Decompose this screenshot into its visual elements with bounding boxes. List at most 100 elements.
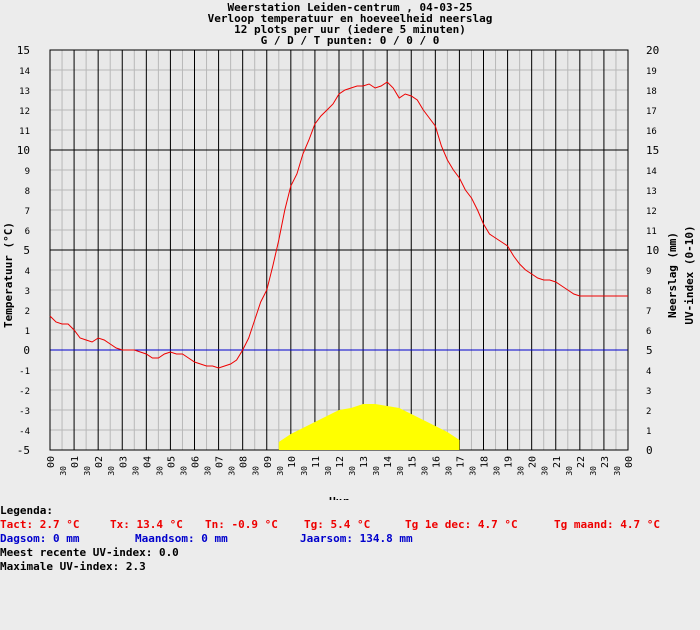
legend-rain-row: Dagsom: 0 mm Maandsom: 0 mm Jaarsom: 134…: [0, 532, 700, 546]
chart-title-line: 12 plots per uur (iedere 5 minuten): [234, 23, 466, 36]
x-halfhour-tick-label: 30: [348, 466, 357, 476]
legend-temperature-row: Tact: 2.7 °C Tx: 13.4 °C Tn: -0.9 °C Tg:…: [0, 518, 700, 532]
legend-tg: Tg: 5.4 °C: [304, 518, 371, 531]
x-hour-tick-label: 03: [118, 456, 129, 468]
legend-heading-row: Legenda:: [0, 504, 700, 518]
chart-grid: [49, 49, 629, 451]
x-hour-tick-label: 20: [528, 456, 539, 468]
y-right-axis-label-neerslag: Neerslag (mm): [666, 232, 679, 318]
y-left-tick-label: 0: [23, 344, 30, 357]
x-halfhour-tick-label: 30: [589, 466, 598, 476]
x-hour-tick-label: 18: [480, 456, 491, 468]
y-left-tick-label: -3: [19, 407, 30, 417]
x-halfhour-tick-label: 30: [107, 466, 116, 476]
y-left-tick-label: 1: [25, 327, 30, 337]
x-hour-tick-label: 10: [287, 456, 298, 468]
legend-heading: Legenda:: [0, 504, 53, 517]
chart-title-line: G / D / T punten: 0 / 0 / 0: [261, 34, 440, 47]
y-left-tick-label: -5: [17, 444, 30, 457]
uv-index-area: [278, 404, 460, 450]
y-right-axis-label-uv: UV-index (0-10): [683, 225, 696, 324]
x-axis-label: Uur: [329, 495, 349, 500]
y-left-tick-label: 3: [25, 287, 30, 297]
y-left-tick-label: -4: [19, 427, 30, 437]
y-right-tick-label: 4: [646, 367, 651, 377]
x-hour-tick-label: 00: [624, 456, 635, 468]
x-hour-tick-label: 00: [46, 456, 57, 468]
y-right-tick-label: 16: [646, 127, 657, 137]
legend-uv-max-row: Maximale UV-index: 2.3: [0, 560, 700, 574]
x-halfhour-tick-label: 30: [468, 466, 477, 476]
x-halfhour-tick-label: 30: [613, 466, 622, 476]
legend-tact: Tact: 2.7 °C: [0, 518, 80, 531]
x-hour-tick-label: 01: [70, 456, 81, 468]
y-left-tick-label: 2: [25, 307, 30, 317]
x-hour-tick-label: 13: [359, 456, 370, 468]
y-left-tick-label: 6: [25, 227, 30, 237]
x-hour-tick-label: 22: [576, 456, 587, 468]
x-hour-tick-label: 17: [455, 456, 466, 468]
y-right-tick-label: 2: [646, 407, 651, 417]
x-hour-tick-label: 05: [166, 456, 177, 468]
y-left-tick-label: 8: [25, 187, 30, 197]
y-left-tick-label: 15: [17, 44, 30, 57]
temperature-chart: Weerstation Leiden-centrum , 04-03-25Ver…: [2, 1, 696, 500]
y-left-tick-label: 4: [25, 267, 30, 277]
y-right-tick-label: 20: [646, 44, 659, 57]
y-right-tick-label: 12: [646, 207, 657, 217]
y-right-tick-label: 15: [646, 144, 659, 157]
x-hour-tick-label: 02: [94, 456, 105, 468]
x-halfhour-tick-label: 30: [131, 466, 140, 476]
x-hour-tick-label: 12: [335, 456, 346, 468]
legend-uv-recent: Meest recente UV-index: 0.0: [0, 546, 179, 559]
x-hour-tick-label: 08: [239, 456, 250, 468]
y-right-tick-label: 8: [646, 287, 651, 297]
y-right-tick-label: 3: [646, 387, 651, 397]
x-hour-tick-label: 06: [191, 456, 202, 468]
y-left-tick-label: 7: [25, 207, 30, 217]
y-right-tick-label: 5: [646, 344, 653, 357]
x-halfhour-tick-label: 30: [59, 466, 68, 476]
y-left-tick-label: 10: [17, 144, 30, 157]
y-left-tick-label: 13: [19, 87, 30, 97]
x-halfhour-tick-label: 30: [372, 466, 381, 476]
y-right-tick-label: 10: [646, 244, 659, 257]
y-right-tick-label: 0: [646, 444, 653, 457]
x-halfhour-tick-label: 30: [252, 466, 261, 476]
x-halfhour-tick-label: 30: [300, 466, 309, 476]
x-hour-tick-label: 07: [215, 456, 226, 468]
x-halfhour-tick-label: 30: [396, 466, 405, 476]
x-halfhour-tick-label: 30: [324, 466, 333, 476]
chart-labels: Weerstation Leiden-centrum , 04-03-25Ver…: [2, 1, 696, 500]
legend-tg-1e-dec: Tg 1e dec: 4.7 °C: [405, 518, 518, 531]
x-halfhour-tick-label: 30: [155, 466, 164, 476]
legend-tn: Tn: -0.9 °C: [205, 518, 278, 531]
x-hour-tick-label: 15: [407, 456, 418, 468]
x-halfhour-tick-label: 30: [444, 466, 453, 476]
chart-series: [49, 81, 628, 450]
chart-title-line: Weerstation Leiden-centrum , 04-03-25: [227, 1, 472, 14]
legend-uv-recent-row: Meest recente UV-index: 0.0: [0, 546, 700, 560]
y-right-tick-label: 11: [646, 227, 657, 237]
y-right-tick-label: 6: [646, 327, 651, 337]
legend-maandsom: Maandsom: 0 mm: [135, 532, 228, 545]
y-left-tick-label: 12: [19, 107, 30, 117]
x-halfhour-tick-label: 30: [228, 466, 237, 476]
x-hour-tick-label: 16: [431, 456, 442, 468]
y-left-tick-label: 14: [19, 67, 30, 77]
legend-jaarsom: Jaarsom: 134.8 mm: [300, 532, 413, 545]
x-hour-tick-label: 14: [383, 456, 394, 468]
y-left-tick-label: 9: [25, 167, 30, 177]
x-hour-tick-label: 19: [504, 456, 515, 468]
temperature-line: [49, 81, 628, 369]
legend-tx: Tx: 13.4 °C: [110, 518, 183, 531]
y-right-tick-label: 19: [646, 67, 657, 77]
x-halfhour-tick-label: 30: [83, 466, 92, 476]
y-right-tick-label: 9: [646, 267, 651, 277]
x-halfhour-tick-label: 30: [179, 466, 188, 476]
x-halfhour-tick-label: 30: [541, 466, 550, 476]
y-right-tick-label: 1: [646, 427, 651, 437]
y-left-tick-label: -2: [19, 387, 30, 397]
legend-tg-maand: Tg maand: 4.7 °C: [554, 518, 660, 531]
y-left-axis-label: Temperatuur (°C): [2, 222, 15, 328]
